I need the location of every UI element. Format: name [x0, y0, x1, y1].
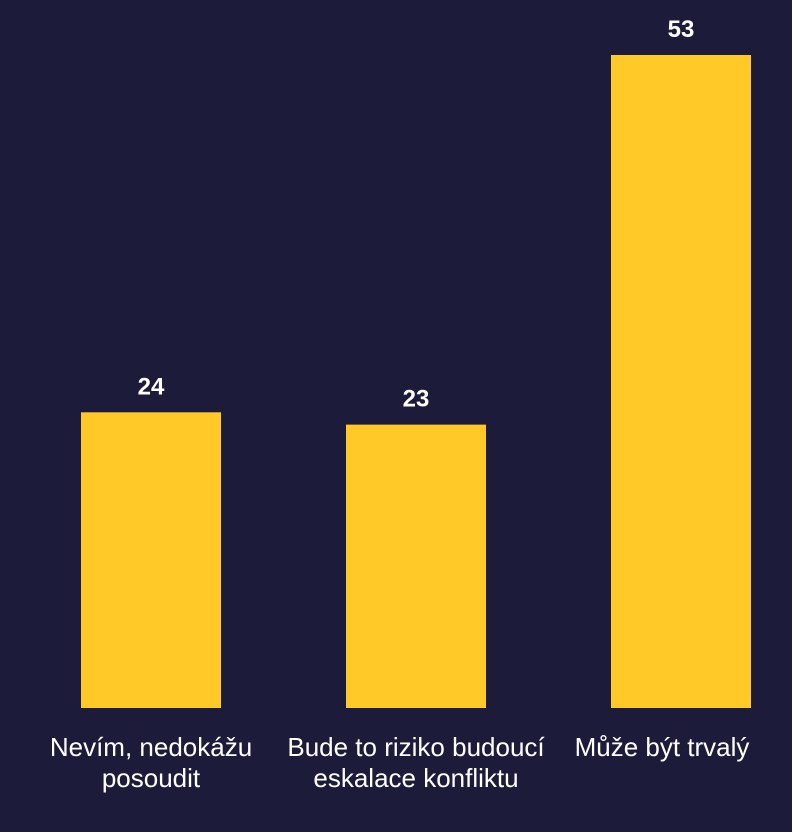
- bar: [81, 412, 221, 708]
- value-label: 24: [138, 373, 165, 400]
- value-label: 23: [403, 386, 430, 413]
- x-tick-label: Bude to riziko budoucí eskalace konflikt…: [287, 732, 545, 793]
- x-tick-label: Nevím, nedokážu posoudit: [49, 732, 253, 793]
- value-label: 53: [668, 16, 695, 43]
- x-tick-label: Může být trvalý: [574, 732, 750, 762]
- bar: [611, 55, 751, 708]
- bar: [346, 424, 486, 708]
